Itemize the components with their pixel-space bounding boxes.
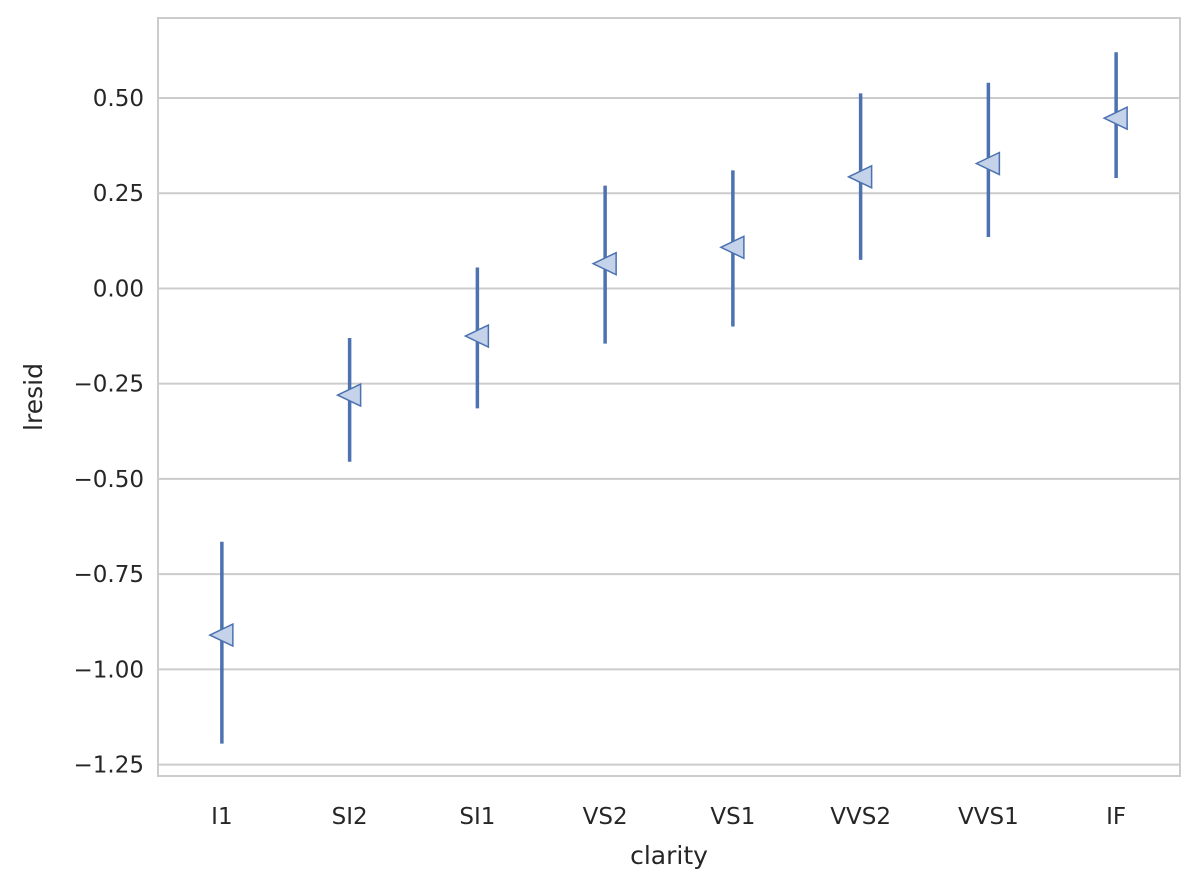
x-tick-label: I1	[211, 804, 232, 830]
x-tick-labels: I1 SI2 SI1 VS2 VS1 VVS2 VVS1 IF	[211, 804, 1126, 830]
x-tick-label: IF	[1106, 804, 1126, 830]
y-tick-label: 0.50	[93, 86, 144, 112]
point-marker	[591, 251, 617, 276]
point-marker	[846, 164, 873, 190]
x-tick-label: VVS1	[958, 804, 1019, 830]
x-tick-label: VS2	[583, 804, 628, 830]
y-tick-label: −1.00	[74, 657, 144, 683]
y-tick-label: −1.25	[74, 753, 144, 779]
point-marker	[974, 151, 1001, 176]
grid-lines	[158, 96, 1180, 766]
x-tick-label: SI2	[332, 804, 368, 830]
y-tick-label: 0.25	[93, 181, 144, 207]
y-axis-label: lresid	[19, 363, 48, 431]
x-tick-label: VS1	[710, 804, 755, 830]
y-tick-labels: −1.25 −1.00 −0.75 −0.50 −0.25 0.00 0.25 0.50	[74, 86, 144, 779]
x-tick-label: VVS2	[830, 804, 891, 830]
y-tick-label: −0.75	[74, 562, 144, 588]
x-tick-label: SI1	[459, 804, 495, 830]
point-marker	[1102, 105, 1128, 131]
plot-frame	[157, 17, 1181, 777]
y-tick-label: −0.50	[74, 467, 144, 493]
point-marker	[719, 235, 745, 260]
y-tick-label: −0.25	[74, 372, 144, 398]
y-tick-label: 0.00	[93, 276, 144, 302]
point-markers	[208, 105, 1128, 648]
point-marker	[208, 622, 234, 648]
x-axis-label: clarity	[630, 841, 708, 870]
point-marker	[335, 382, 362, 408]
point-marker	[463, 323, 490, 349]
